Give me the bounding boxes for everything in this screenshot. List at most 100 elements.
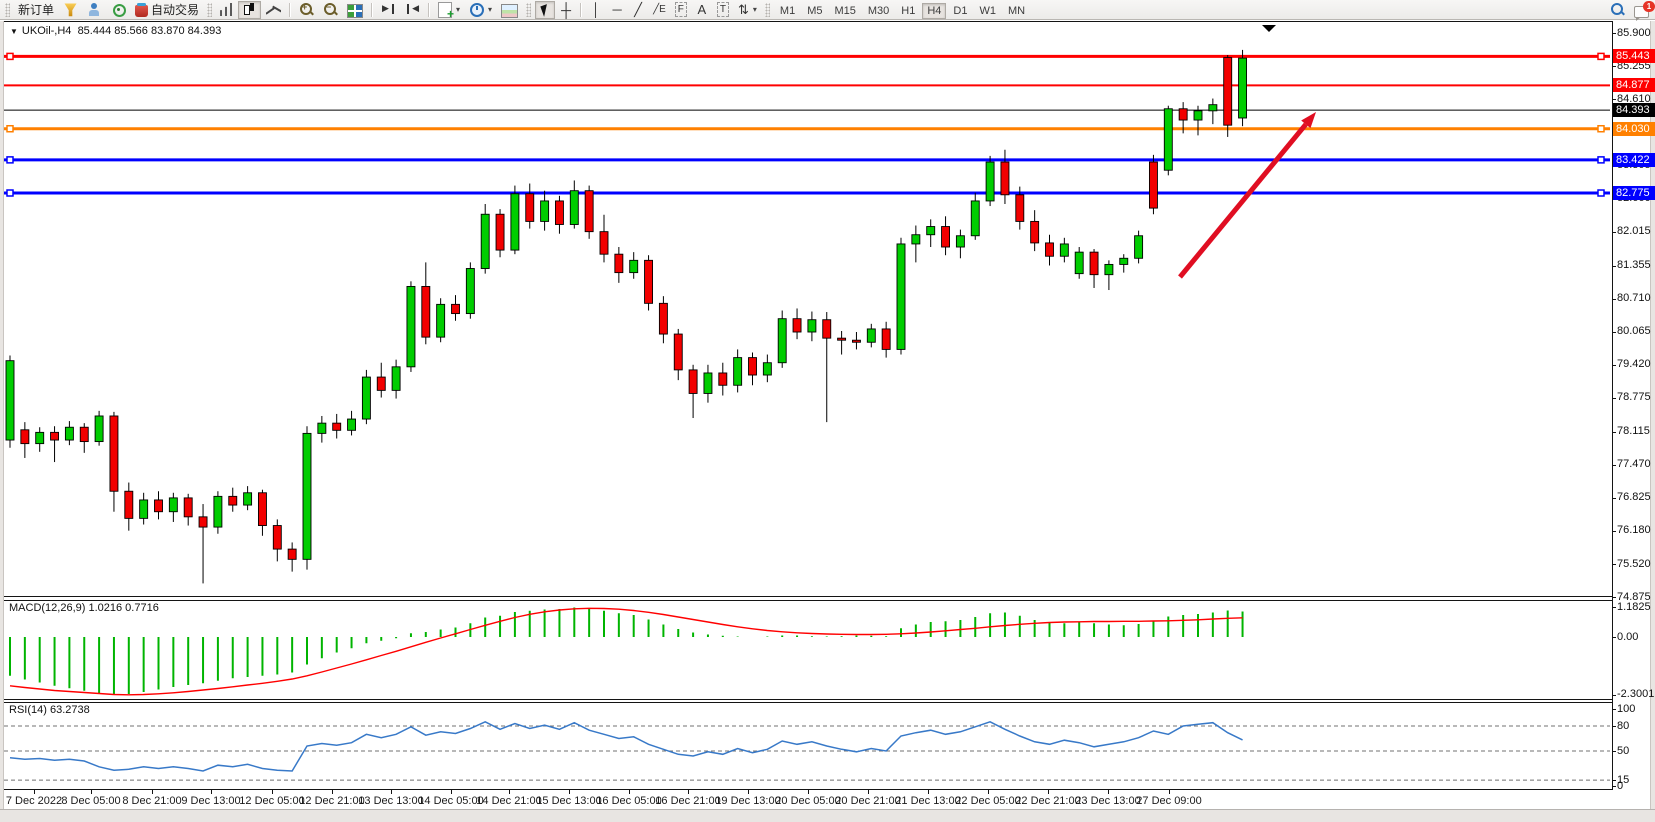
cursor-button[interactable] — [535, 0, 556, 19]
date-label: 23 Dec 13:00 — [1075, 795, 1141, 807]
toolbar-drag-handle[interactable] — [526, 2, 532, 17]
date-label: 12 Dec 21:00 — [299, 795, 365, 807]
rsi-pane[interactable] — [4, 702, 1612, 790]
timeframe-button-H4[interactable]: H4 — [922, 2, 947, 19]
signal-icon — [111, 2, 127, 17]
line-price-label: 84.030 — [1613, 121, 1655, 136]
template-icon — [501, 3, 519, 18]
macd-canvas[interactable] — [4, 601, 1610, 699]
zoom-out-button[interactable]: − — [319, 1, 342, 19]
auto-scroll-button[interactable] — [377, 1, 400, 19]
date-axis-tickmark — [688, 790, 689, 794]
timeframe-button-M30[interactable]: M30 — [863, 3, 894, 19]
date-axis-tickmark — [152, 790, 153, 794]
date-axis-tickmark — [808, 790, 809, 794]
periods-button[interactable]: ▾ — [465, 1, 496, 19]
timeframe-group: M1 M5 M15 M30 H1 H4 D1 W1 MN — [774, 1, 1031, 19]
new-chart-button[interactable]: ▾ — [434, 1, 464, 21]
date-axis-tickmark — [91, 790, 92, 794]
window-frame-right — [1650, 21, 1655, 822]
autotrade-button[interactable]: 自动交易 — [131, 1, 203, 19]
price-axis-tickmark — [1612, 431, 1616, 433]
arrows-button[interactable]: ⇅ ▾ — [734, 1, 761, 19]
date-axis-tickmark — [629, 790, 630, 794]
trendline-button[interactable]: ╱ — [628, 1, 648, 19]
timeframe-button-W1[interactable]: W1 — [974, 3, 1001, 19]
collapse-triangle-icon[interactable]: ▼ — [10, 27, 18, 36]
macd-axis-tickmark — [1612, 637, 1616, 638]
price-axis-tickmark — [1612, 564, 1616, 566]
text-label-button[interactable]: T — [713, 1, 733, 19]
new-order-button[interactable]: 新订单 — [14, 1, 58, 19]
price-tick-label: 76.825 — [1617, 491, 1651, 504]
fibonacci-icon: F — [674, 2, 687, 17]
horizontal-scrollbar[interactable] — [0, 809, 1655, 822]
zoom-in-icon: + — [299, 2, 314, 17]
date-axis-tickmark — [988, 790, 989, 794]
date-label: 20 Dec 21:00 — [835, 795, 901, 807]
price-axis-tickmark — [1612, 331, 1616, 333]
fibonacci-button[interactable]: F — [671, 1, 691, 19]
date-axis-tickmark — [928, 790, 929, 794]
candlestick-chart-button[interactable] — [238, 0, 262, 19]
date-label: 9 Dec 13:00 — [181, 795, 241, 807]
crosshair-button[interactable]: ┼ — [556, 1, 576, 19]
arrows-icon: ⇅ — [737, 2, 749, 17]
price-chart-canvas[interactable] — [4, 22, 1610, 596]
toolbar-drag-handle[interactable] — [764, 2, 770, 17]
timeframe-button-M1[interactable]: M1 — [775, 3, 800, 19]
vertical-line-button[interactable]: │ — [586, 1, 606, 19]
price-tick-label: 78.115 — [1617, 425, 1650, 438]
price-axis-tickmark — [1612, 298, 1616, 300]
autotrade-icon — [135, 2, 149, 17]
price-tick-label: 85.900 — [1617, 26, 1651, 39]
notifications-button[interactable]: 1 — [1630, 0, 1655, 21]
bar-chart-button[interactable] — [216, 1, 237, 19]
macd-indicator-label: MACD(12,26,9) 1.0216 0.7716 — [9, 602, 159, 614]
text-label-icon: T — [716, 2, 729, 17]
market-watch-button[interactable] — [59, 1, 82, 19]
toolbar-drag-handle[interactable] — [207, 2, 213, 17]
date-axis-tickmark — [332, 790, 333, 794]
macd-axis-label: -2.3001 — [1617, 688, 1655, 700]
separator — [428, 2, 431, 17]
zoom-in-button[interactable]: + — [295, 1, 318, 19]
timeframe-button-M5[interactable]: M5 — [802, 3, 827, 19]
date-label: 14 Dec 05:00 — [418, 795, 484, 807]
equidistant-channel-button[interactable]: ╱E — [649, 1, 670, 19]
auto-scroll-icon — [381, 2, 396, 17]
rsi-canvas[interactable] — [4, 703, 1610, 789]
rsi-axis-tickmark — [1612, 709, 1616, 711]
date-axis-tickmark — [272, 790, 273, 794]
timeframe-button-H1[interactable]: H1 — [896, 3, 920, 19]
price-tick-label: 78.775 — [1617, 391, 1651, 404]
tile-windows-button[interactable] — [343, 1, 367, 19]
line-chart-icon — [266, 2, 281, 17]
date-axis-tickmark — [1108, 790, 1109, 794]
price-axis-tickmark — [1612, 231, 1616, 233]
timeframe-button-D1[interactable]: D1 — [948, 3, 972, 19]
macd-pane[interactable] — [4, 600, 1612, 700]
date-axis-tickmark — [451, 790, 452, 794]
channel-icon: ╱E — [653, 4, 666, 15]
timeframe-button-MN[interactable]: MN — [1003, 3, 1030, 19]
date-label: 20 Dec 05:00 — [775, 795, 841, 807]
price-axis-tickmark — [1612, 530, 1616, 532]
horizontal-line-button[interactable]: ─ — [607, 1, 627, 19]
search-button[interactable] — [1606, 1, 1629, 19]
price-pane[interactable] — [4, 21, 1612, 597]
macd-axis-tickmark — [1612, 694, 1616, 696]
date-axis-tickmark — [1048, 790, 1049, 794]
line-chart-button[interactable] — [262, 1, 285, 19]
templates-button[interactable] — [497, 1, 522, 19]
signals-button[interactable] — [107, 1, 130, 19]
text-button[interactable]: A — [692, 1, 712, 19]
chart-shift-icon — [405, 2, 420, 17]
search-icon — [1610, 2, 1625, 17]
horizontal-line-icon: ─ — [612, 2, 622, 17]
toolbar-drag-handle[interactable] — [5, 2, 10, 17]
navigator-button[interactable] — [83, 1, 106, 19]
chart-shift-button[interactable] — [401, 1, 424, 19]
timeframe-button-M15[interactable]: M15 — [829, 3, 860, 19]
